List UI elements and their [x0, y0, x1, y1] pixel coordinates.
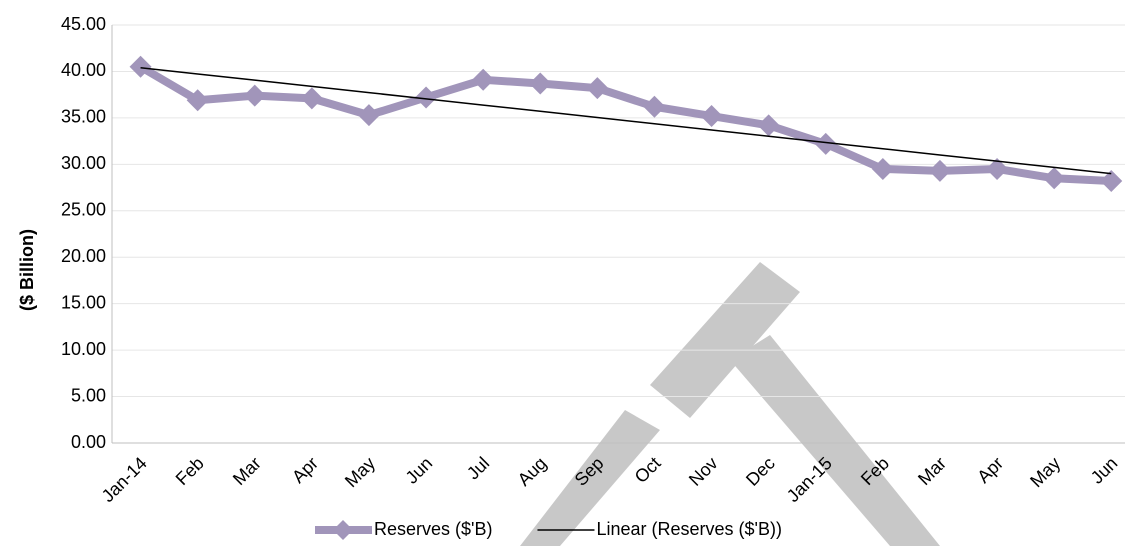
x-tick-label: Jan-14	[98, 453, 151, 506]
x-tick-label: Feb	[172, 453, 208, 489]
y-tick-label: 15.00	[61, 292, 106, 312]
x-tick-label: Mar	[914, 453, 950, 489]
marker	[986, 157, 1009, 180]
marker	[300, 87, 323, 110]
x-tick-label: Nov	[685, 453, 722, 490]
marker	[700, 105, 723, 128]
marker	[186, 89, 209, 112]
x-tick-label: Dec	[742, 453, 779, 490]
legend-marker	[333, 520, 353, 540]
y-tick-label: 40.00	[61, 60, 106, 80]
marker	[871, 157, 894, 180]
watermark	[520, 262, 940, 546]
x-tick-label: Oct	[631, 453, 665, 487]
marker	[643, 95, 666, 118]
legend-label: Reserves ($'B)	[374, 519, 492, 539]
legend-label: Linear (Reserves ($'B))	[596, 519, 782, 539]
x-tick-label: Mar	[229, 453, 265, 489]
marker	[357, 104, 380, 127]
y-tick-label: 45.00	[61, 14, 106, 34]
marker	[1100, 170, 1123, 193]
x-tick-label: May	[341, 453, 379, 491]
marker	[757, 114, 780, 137]
trend-line	[140, 66, 1112, 175]
y-tick-label: 25.00	[61, 200, 106, 220]
x-tick-label: Jan-15	[783, 453, 836, 506]
y-tick-label: 0.00	[71, 432, 106, 452]
y-tick-label: 10.00	[61, 339, 106, 359]
marker	[928, 159, 951, 182]
marker	[243, 84, 266, 107]
marker	[814, 132, 837, 155]
marker	[472, 68, 495, 91]
x-tick-label: Apr	[288, 453, 322, 487]
marker	[129, 55, 152, 78]
x-tick-label: Aug	[514, 453, 551, 490]
y-tick-label: 35.00	[61, 107, 106, 127]
marker	[529, 72, 552, 95]
x-tick-label: Jul	[463, 453, 493, 483]
marker	[415, 86, 438, 109]
marker	[586, 77, 609, 100]
y-axis-label: ($ Billion)	[17, 229, 37, 311]
y-tick-label: 20.00	[61, 246, 106, 266]
x-tick-label: Jun	[1087, 453, 1122, 488]
marker	[1043, 167, 1066, 190]
x-tick-label: Apr	[973, 453, 1007, 487]
y-tick-label: 5.00	[71, 385, 106, 405]
x-tick-label: May	[1026, 453, 1064, 491]
x-tick-label: Jun	[402, 453, 437, 488]
y-tick-label: 30.00	[61, 153, 106, 173]
